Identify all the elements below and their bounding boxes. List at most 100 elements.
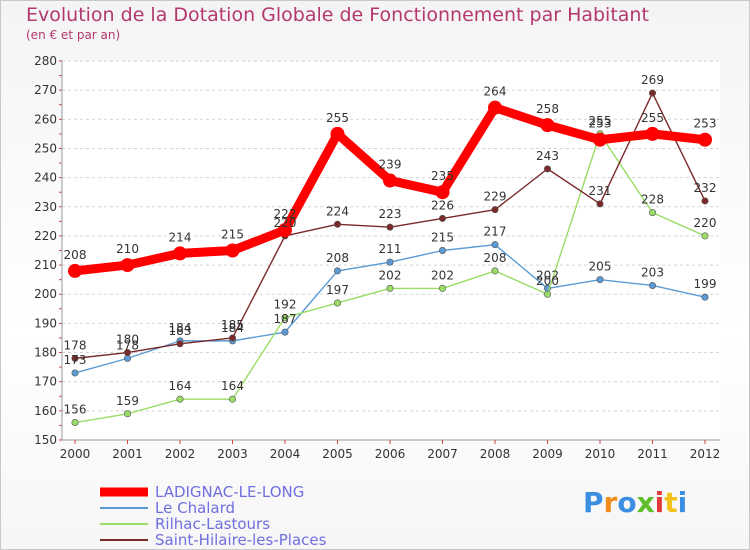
- data-point: [173, 246, 187, 261]
- data-point: [593, 132, 607, 147]
- data-label: 231: [589, 184, 612, 198]
- data-label: 220: [694, 216, 717, 230]
- y-tick-label: 210: [34, 258, 57, 272]
- data-label: 211: [379, 242, 402, 256]
- x-tick-label: 2011: [637, 447, 668, 461]
- x-tick-label: 2000: [60, 447, 91, 461]
- data-label: 232: [694, 181, 717, 195]
- data-point: [645, 126, 660, 141]
- data-label: 199: [694, 277, 717, 291]
- data-label: 224: [326, 204, 349, 218]
- data-point: [648, 89, 656, 97]
- legend-item: Le Chalard: [100, 500, 326, 516]
- data-point: [698, 132, 712, 147]
- data-label: 178: [64, 338, 87, 352]
- data-label: 264: [484, 85, 507, 99]
- data-label: 215: [431, 231, 454, 245]
- data-point: [386, 284, 394, 292]
- y-tick-label: 190: [34, 316, 57, 330]
- y-tick-label: 250: [34, 141, 57, 155]
- data-label: 220: [274, 216, 297, 230]
- data-label: 258: [536, 102, 559, 116]
- data-point: [176, 395, 184, 403]
- data-point: [435, 185, 450, 200]
- data-point: [543, 165, 551, 173]
- logo-letter: o: [617, 486, 637, 519]
- data-point: [596, 200, 604, 208]
- data-label: 229: [484, 190, 507, 204]
- data-point: [124, 410, 132, 418]
- x-tick-label: 2010: [585, 447, 616, 461]
- data-point: [648, 209, 656, 217]
- legend-item: Saint-Hilaire-les-Places: [100, 532, 326, 548]
- data-point: [333, 220, 341, 228]
- data-point: [438, 214, 446, 222]
- x-tick-label: 2005: [322, 447, 353, 461]
- data-point: [491, 267, 499, 275]
- y-tick-label: 260: [34, 112, 57, 126]
- data-label: 202: [536, 268, 559, 282]
- data-label: 184: [169, 321, 192, 335]
- logo-letter: i: [654, 486, 665, 519]
- data-label: 159: [116, 394, 139, 408]
- data-point: [540, 118, 555, 133]
- data-point: [124, 349, 132, 357]
- data-point: [648, 281, 656, 289]
- logo-letter: x: [636, 486, 655, 519]
- data-point: [68, 263, 82, 278]
- data-point: [225, 243, 240, 258]
- legend-item: LADIGNAC-LE-LONG: [100, 484, 326, 500]
- legend-label: Saint-Hilaire-les-Places: [155, 531, 327, 549]
- data-label: 217: [484, 225, 507, 239]
- data-label: 200: [536, 274, 559, 288]
- data-point: [386, 223, 394, 231]
- x-tick-label: 2008: [480, 447, 511, 461]
- data-point: [383, 173, 397, 188]
- logo-letter: P: [583, 486, 604, 519]
- data-label: 185: [221, 318, 244, 332]
- data-label: 269: [641, 73, 664, 87]
- y-tick-label: 200: [34, 287, 57, 301]
- legend-item: Rilhac-Lastours: [100, 516, 326, 532]
- data-label: 178: [116, 338, 139, 352]
- data-label: 214: [169, 230, 192, 244]
- y-tick-label: 270: [34, 83, 57, 97]
- data-point: [438, 247, 446, 255]
- x-tick-label: 2007: [427, 447, 458, 461]
- data-label: 215: [221, 228, 244, 242]
- data-point: [71, 354, 79, 362]
- data-label: 223: [379, 207, 402, 221]
- data-label: 228: [641, 193, 664, 207]
- legend-label: Rilhac-Lastours: [155, 515, 271, 533]
- data-point: [176, 340, 184, 348]
- y-tick-label: 230: [34, 200, 57, 214]
- data-label: 187: [274, 312, 297, 326]
- data-point: [386, 258, 394, 266]
- legend-swatch: [100, 507, 148, 509]
- data-point: [124, 354, 132, 362]
- data-label: 239: [379, 158, 402, 172]
- legend-swatch: [100, 523, 148, 525]
- y-tick-label: 170: [34, 375, 57, 389]
- data-point: [596, 276, 604, 284]
- y-tick-label: 280: [34, 54, 57, 68]
- data-label: 164: [221, 379, 244, 393]
- y-tick-label: 220: [34, 229, 57, 243]
- data-point: [120, 258, 135, 273]
- data-label: 164: [169, 379, 192, 393]
- data-point: [278, 223, 292, 238]
- data-label: 203: [641, 265, 664, 279]
- data-label: 226: [431, 198, 454, 212]
- data-label: 208: [64, 248, 87, 262]
- legend-swatch: [100, 539, 148, 541]
- logo-letter: t: [664, 486, 678, 519]
- data-label: 253: [589, 117, 612, 131]
- data-point: [281, 314, 289, 322]
- data-label: 208: [484, 251, 507, 265]
- chart-title: Evolution de la Dotation Globale de Fonc…: [26, 4, 649, 26]
- data-label: 243: [536, 149, 559, 163]
- x-tick-label: 2002: [165, 447, 196, 461]
- data-point: [701, 293, 709, 301]
- data-point: [701, 197, 709, 205]
